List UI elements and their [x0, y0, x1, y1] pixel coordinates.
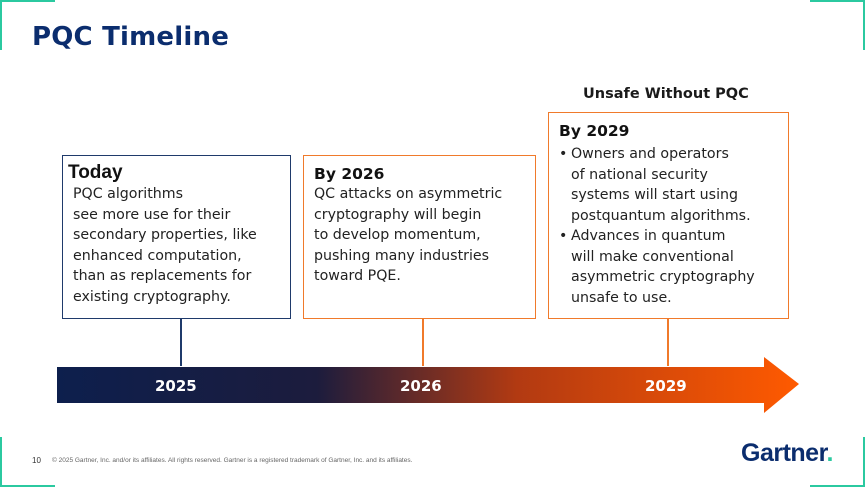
logo-text: Gartner [741, 439, 827, 467]
corner-accent-bottom-left [0, 437, 2, 487]
corner-accent-bottom-right-h [810, 485, 865, 487]
corner-accent-top-right [863, 0, 865, 50]
by-2029-heading: By 2029 [559, 122, 630, 140]
year-label-2026: 2026 [400, 377, 442, 395]
gartner-logo: Gartner. [741, 439, 833, 468]
year-label-2025: 2025 [155, 377, 197, 395]
year-label-2029: 2029 [645, 377, 687, 395]
unsafe-callout: Unsafe Without PQC [583, 86, 749, 102]
connector-2026 [422, 319, 424, 366]
today-text: PQC algorithms see more use for their se… [73, 186, 257, 305]
by-2029-box: By 2029 Owners and operators of national… [548, 112, 789, 319]
connector-2029 [667, 319, 669, 366]
copyright-notice: © 2025 Gartner, Inc. and/or its affiliat… [52, 457, 413, 464]
page-number: 10 [32, 456, 41, 465]
timeline-arrow-shape [57, 357, 799, 413]
corner-accent-top-left-h [0, 0, 55, 2]
by-2026-text: QC attacks on asymmetric cryptography wi… [314, 186, 503, 284]
by-2029-bullet-list: Owners and operators of national securit… [559, 144, 755, 308]
connector-today [180, 319, 182, 366]
page-title: PQC Timeline [32, 22, 230, 52]
corner-accent-bottom-right [863, 437, 865, 487]
corner-accent-top-left [0, 0, 2, 50]
by-2029-bullet: Advances in quantum will make convention… [559, 226, 755, 308]
by-2026-heading: By 2026 [314, 165, 385, 183]
corner-accent-top-right-h [810, 0, 865, 2]
by-2029-bullet: Owners and operators of national securit… [559, 144, 755, 226]
logo-dot: . [826, 439, 833, 467]
timeline-arrow [57, 357, 799, 413]
today-heading: Today [68, 162, 123, 183]
corner-accent-bottom-left-h [0, 485, 55, 487]
by-2026-box: By 2026 QC attacks on asymmetric cryptog… [303, 155, 536, 319]
today-box: Today PQC algorithms see more use for th… [62, 155, 291, 319]
